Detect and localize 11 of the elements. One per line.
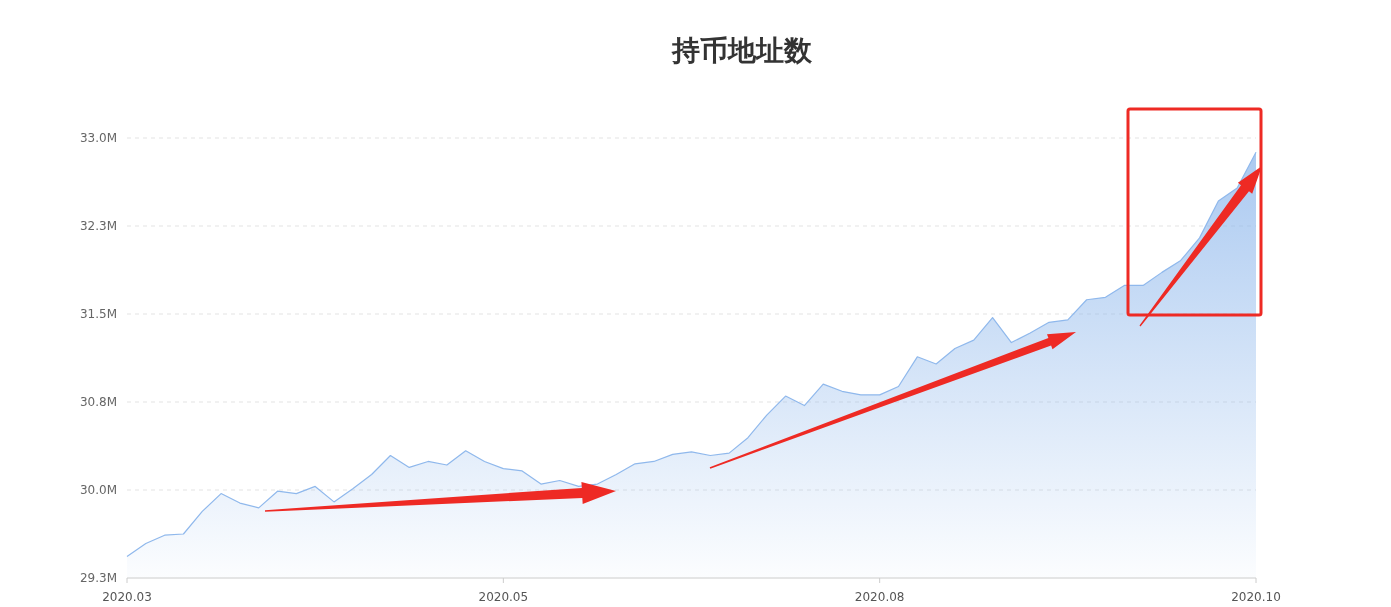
x-tick-label: 2020.03: [102, 590, 152, 604]
x-tick-label: 2020.08: [854, 590, 905, 604]
y-tick-label: 30.8M: [79, 395, 117, 409]
y-tick-label: 30.0M: [79, 483, 117, 497]
x-tick-label: 2020.05: [478, 590, 529, 604]
title: 持币地址数: [671, 34, 812, 67]
y-tick-label: 33.0M: [79, 131, 117, 145]
y-tick-label: 29.3M: [79, 571, 117, 585]
y-tick-label: 31.5M: [79, 307, 117, 321]
y-tick-label: 32.3M: [79, 219, 117, 233]
x-tick-label: 2020.10: [1231, 590, 1281, 604]
